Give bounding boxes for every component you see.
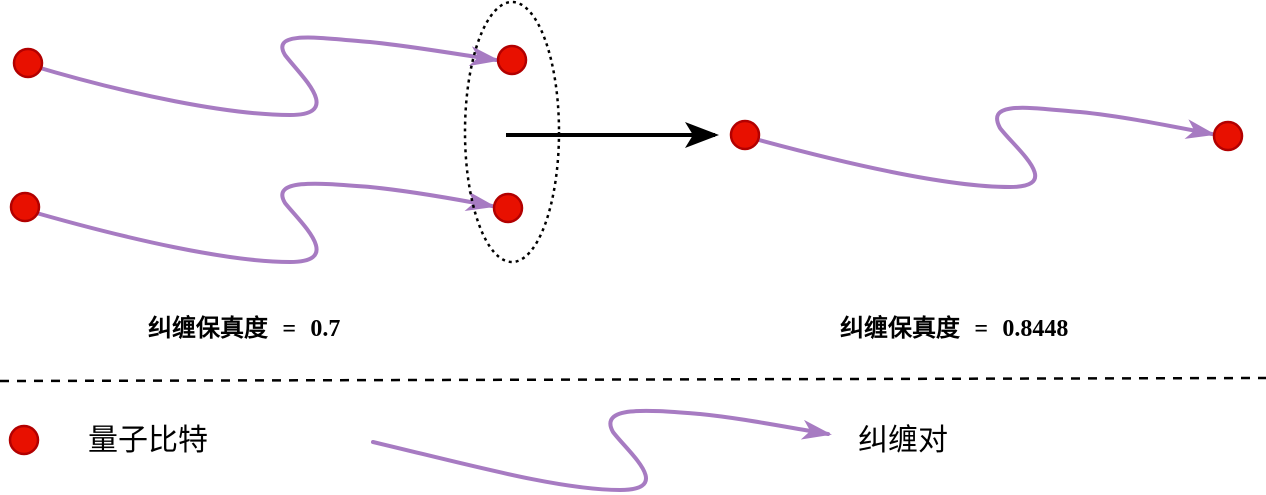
legend: 量子比特 纠缠对 <box>8 408 948 493</box>
qubit-icon <box>9 191 41 223</box>
fidelity-after-label: 纠缠保真度 = 0.8448 <box>840 314 1068 342</box>
qubit-icon <box>492 192 524 224</box>
entangled-pair-result <box>729 105 1244 190</box>
entangled-pair-top <box>12 35 528 118</box>
qubit-icon <box>8 424 40 456</box>
qubit-icon <box>1212 120 1244 152</box>
legend-pair-label: 纠缠对 <box>858 423 948 458</box>
measurement-group-ellipse <box>463 0 561 264</box>
entangled-pair-icon <box>24 181 496 265</box>
legend-qubit-label: 量子比特 <box>88 423 208 458</box>
fidelity-before-label: 纠缠保真度 = 0.7 <box>148 314 340 342</box>
qubit-icon <box>12 47 44 79</box>
legend-divider <box>0 376 1266 383</box>
entangled-pair-bottom <box>9 181 524 265</box>
qubit-icon <box>729 119 761 151</box>
qubit-icon <box>496 44 528 76</box>
entangled-pair-icon <box>28 35 500 118</box>
entangled-pair-icon <box>746 105 1216 190</box>
entangled-pair-icon <box>371 408 832 493</box>
